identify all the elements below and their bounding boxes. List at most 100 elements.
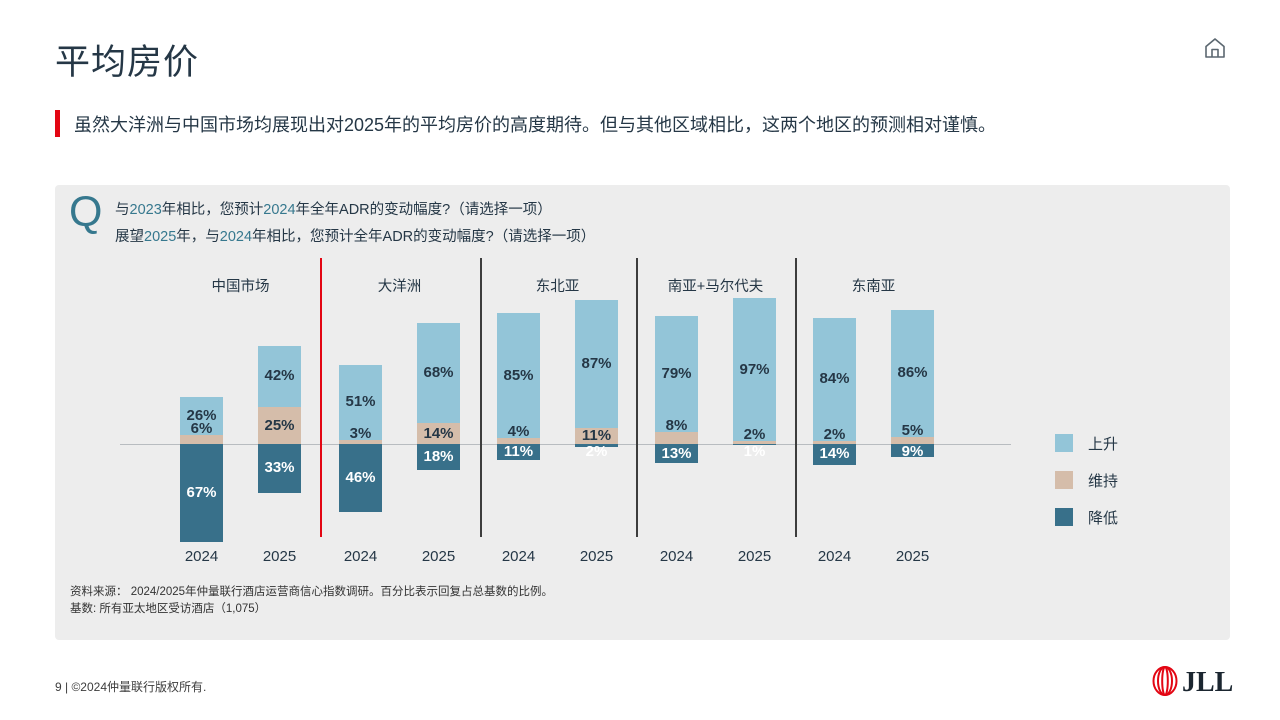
legend-swatch-up (1055, 434, 1073, 452)
group-divider (480, 258, 482, 537)
source-line-1: 资料来源： 2024/2025年仲量联行酒店运营商信心指数调研。百分比表示回复占… (70, 586, 554, 598)
bar-segment-up (891, 310, 934, 437)
bar-segment-up (258, 345, 301, 408)
question-block: 与2023年相比，您预计2024年全年ADR的变动幅度?（请选择一项） 展望20… (115, 197, 595, 251)
legend-label: 维持 (1088, 472, 1119, 490)
question-year: 2024 (263, 202, 296, 218)
bar-segment-keep (575, 427, 618, 444)
year-label: 2024 (817, 548, 852, 565)
bar-value-up: 87% (581, 354, 612, 372)
bar-value-keep: 2% (743, 426, 766, 444)
bar-value-up: 42% (264, 367, 295, 385)
bar-value-up: 26% (186, 407, 217, 425)
page-footer: 9 | ©2024仲量联行版权所有. (55, 680, 207, 694)
question-text: 年全年ADR的变动幅度?（请选择一项） (295, 202, 552, 218)
question-text: 年相比，您预计全年ADR的变动幅度?（请选择一项） (252, 229, 596, 245)
bar-value-keep: 5% (901, 421, 924, 439)
group-label: 南亚+马尔代夫 (667, 279, 764, 295)
bar-segment-up (339, 364, 382, 440)
year-label: 2025 (579, 548, 614, 565)
bar-segment-down (813, 444, 856, 465)
bar-segment-up (733, 298, 776, 442)
year-label: 2025 (737, 548, 772, 565)
bar-segment-down (258, 444, 301, 493)
year-label: 2024 (184, 548, 219, 565)
question-year: 2025 (144, 229, 177, 245)
question-text: 与 (115, 202, 130, 218)
bar-value-down: 9% (901, 443, 924, 460)
bar-value-up: 79% (661, 365, 692, 383)
bar-segment-up (180, 396, 223, 436)
bar-segment-down (339, 444, 382, 512)
chart-legend: 上升 维持 降低 (1055, 434, 1118, 545)
bar-value-down: 11% (503, 443, 534, 461)
bar-value-keep: 25% (264, 416, 295, 434)
bar-value-up: 97% (739, 360, 770, 378)
bar-segment-down (733, 444, 776, 446)
bar-segment-keep (655, 432, 698, 444)
bar-value-up: 86% (897, 364, 928, 382)
question-line: 与2023年相比，您预计2024年全年ADR的变动幅度?（请选择一项） (115, 197, 595, 224)
bar-segment-keep (733, 441, 776, 444)
bar-value-keep: 14% (423, 424, 454, 442)
legend-swatch-keep (1055, 471, 1073, 489)
question-line: 展望2025年，与2024年相比，您预计全年ADR的变动幅度?（请选择一项） (115, 224, 595, 251)
group-label: 中国市场 (211, 279, 270, 295)
bar-value-down: 13% (661, 444, 692, 462)
legend-swatch-down (1055, 508, 1073, 526)
home-icon[interactable] (1201, 34, 1229, 62)
bar-value-down: 2% (585, 443, 608, 460)
bar-value-keep: 2% (823, 426, 846, 444)
bar-segment-down (655, 444, 698, 464)
bar-segment-up (655, 316, 698, 433)
bar-value-up: 85% (503, 366, 534, 384)
chart-panel: Q 与2023年相比，您预计2024年全年ADR的变动幅度?（请选择一项） 展望… (55, 185, 1230, 640)
key-message: 虽然大洋洲与中国市场均展现出对2025年的平均房价的高度期待。但与其他区域相比，… (55, 110, 996, 137)
bar-segment-keep (258, 407, 301, 444)
bar-value-up: 68% (423, 364, 454, 382)
bar-value-keep: 8% (665, 417, 688, 435)
bar-segment-up (417, 323, 460, 424)
bar-segment-keep (497, 438, 540, 444)
bar-value-keep: 11% (581, 426, 612, 444)
bar-value-up: 51% (345, 393, 376, 411)
zero-axis-line (120, 444, 1011, 445)
group-label: 大洋洲 (377, 279, 422, 295)
legend-item-keep: 维持 (1055, 471, 1119, 490)
bar-segment-keep (813, 441, 856, 444)
bar-value-down: 46% (345, 468, 376, 486)
legend-item-down: 降低 (1055, 508, 1119, 527)
year-label: 2025 (895, 548, 930, 565)
bar-value-down: 33% (264, 459, 295, 477)
bar-segment-up (575, 299, 618, 428)
year-label: 2024 (501, 548, 536, 565)
bar-segment-down (575, 444, 618, 447)
bar-segment-keep (339, 439, 382, 444)
bar-segment-down (497, 444, 540, 461)
legend-item-up: 上升 (1055, 434, 1119, 453)
bar-value-down: 1% (743, 443, 766, 460)
group-divider (795, 258, 797, 537)
chart-canvas: 中国市场 26% 6% 67% 2024 42% 25% 33% 2025 大洋洲 51% 3% 46%… (55, 185, 1230, 640)
question-year: 2023 (129, 202, 162, 218)
group-divider-red (320, 258, 322, 537)
bar-segment-keep (417, 423, 460, 444)
bar-value-down: 18% (423, 448, 454, 466)
bar-value-keep: 4% (507, 423, 530, 441)
legend-label: 上升 (1088, 435, 1119, 453)
question-mark: Q (69, 188, 103, 236)
year-label: 2025 (421, 548, 456, 565)
group-divider (636, 258, 638, 537)
bar-value-keep: 3% (349, 424, 372, 442)
bar-value-up: 84% (819, 370, 850, 388)
question-text: 年，与 (176, 229, 220, 245)
bar-value-down: 14% (819, 445, 850, 463)
legend-label: 降低 (1088, 509, 1119, 527)
source-line-2: 基数: 所有亚太地区受访酒店（1,075） (70, 603, 267, 615)
source-note: 资料来源： 2024/2025年仲量联行酒店运营商信心指数调研。百分比表示回复占… (70, 584, 553, 618)
key-message-text: 虽然大洋洲与中国市场均展现出对2025年的平均房价的高度期待。但与其他区域相比，… (74, 114, 997, 135)
group-label: 东北亚 (535, 279, 580, 295)
bar-segment-up (497, 313, 540, 439)
bar-segment-keep (180, 435, 223, 444)
question-year: 2024 (219, 229, 253, 245)
